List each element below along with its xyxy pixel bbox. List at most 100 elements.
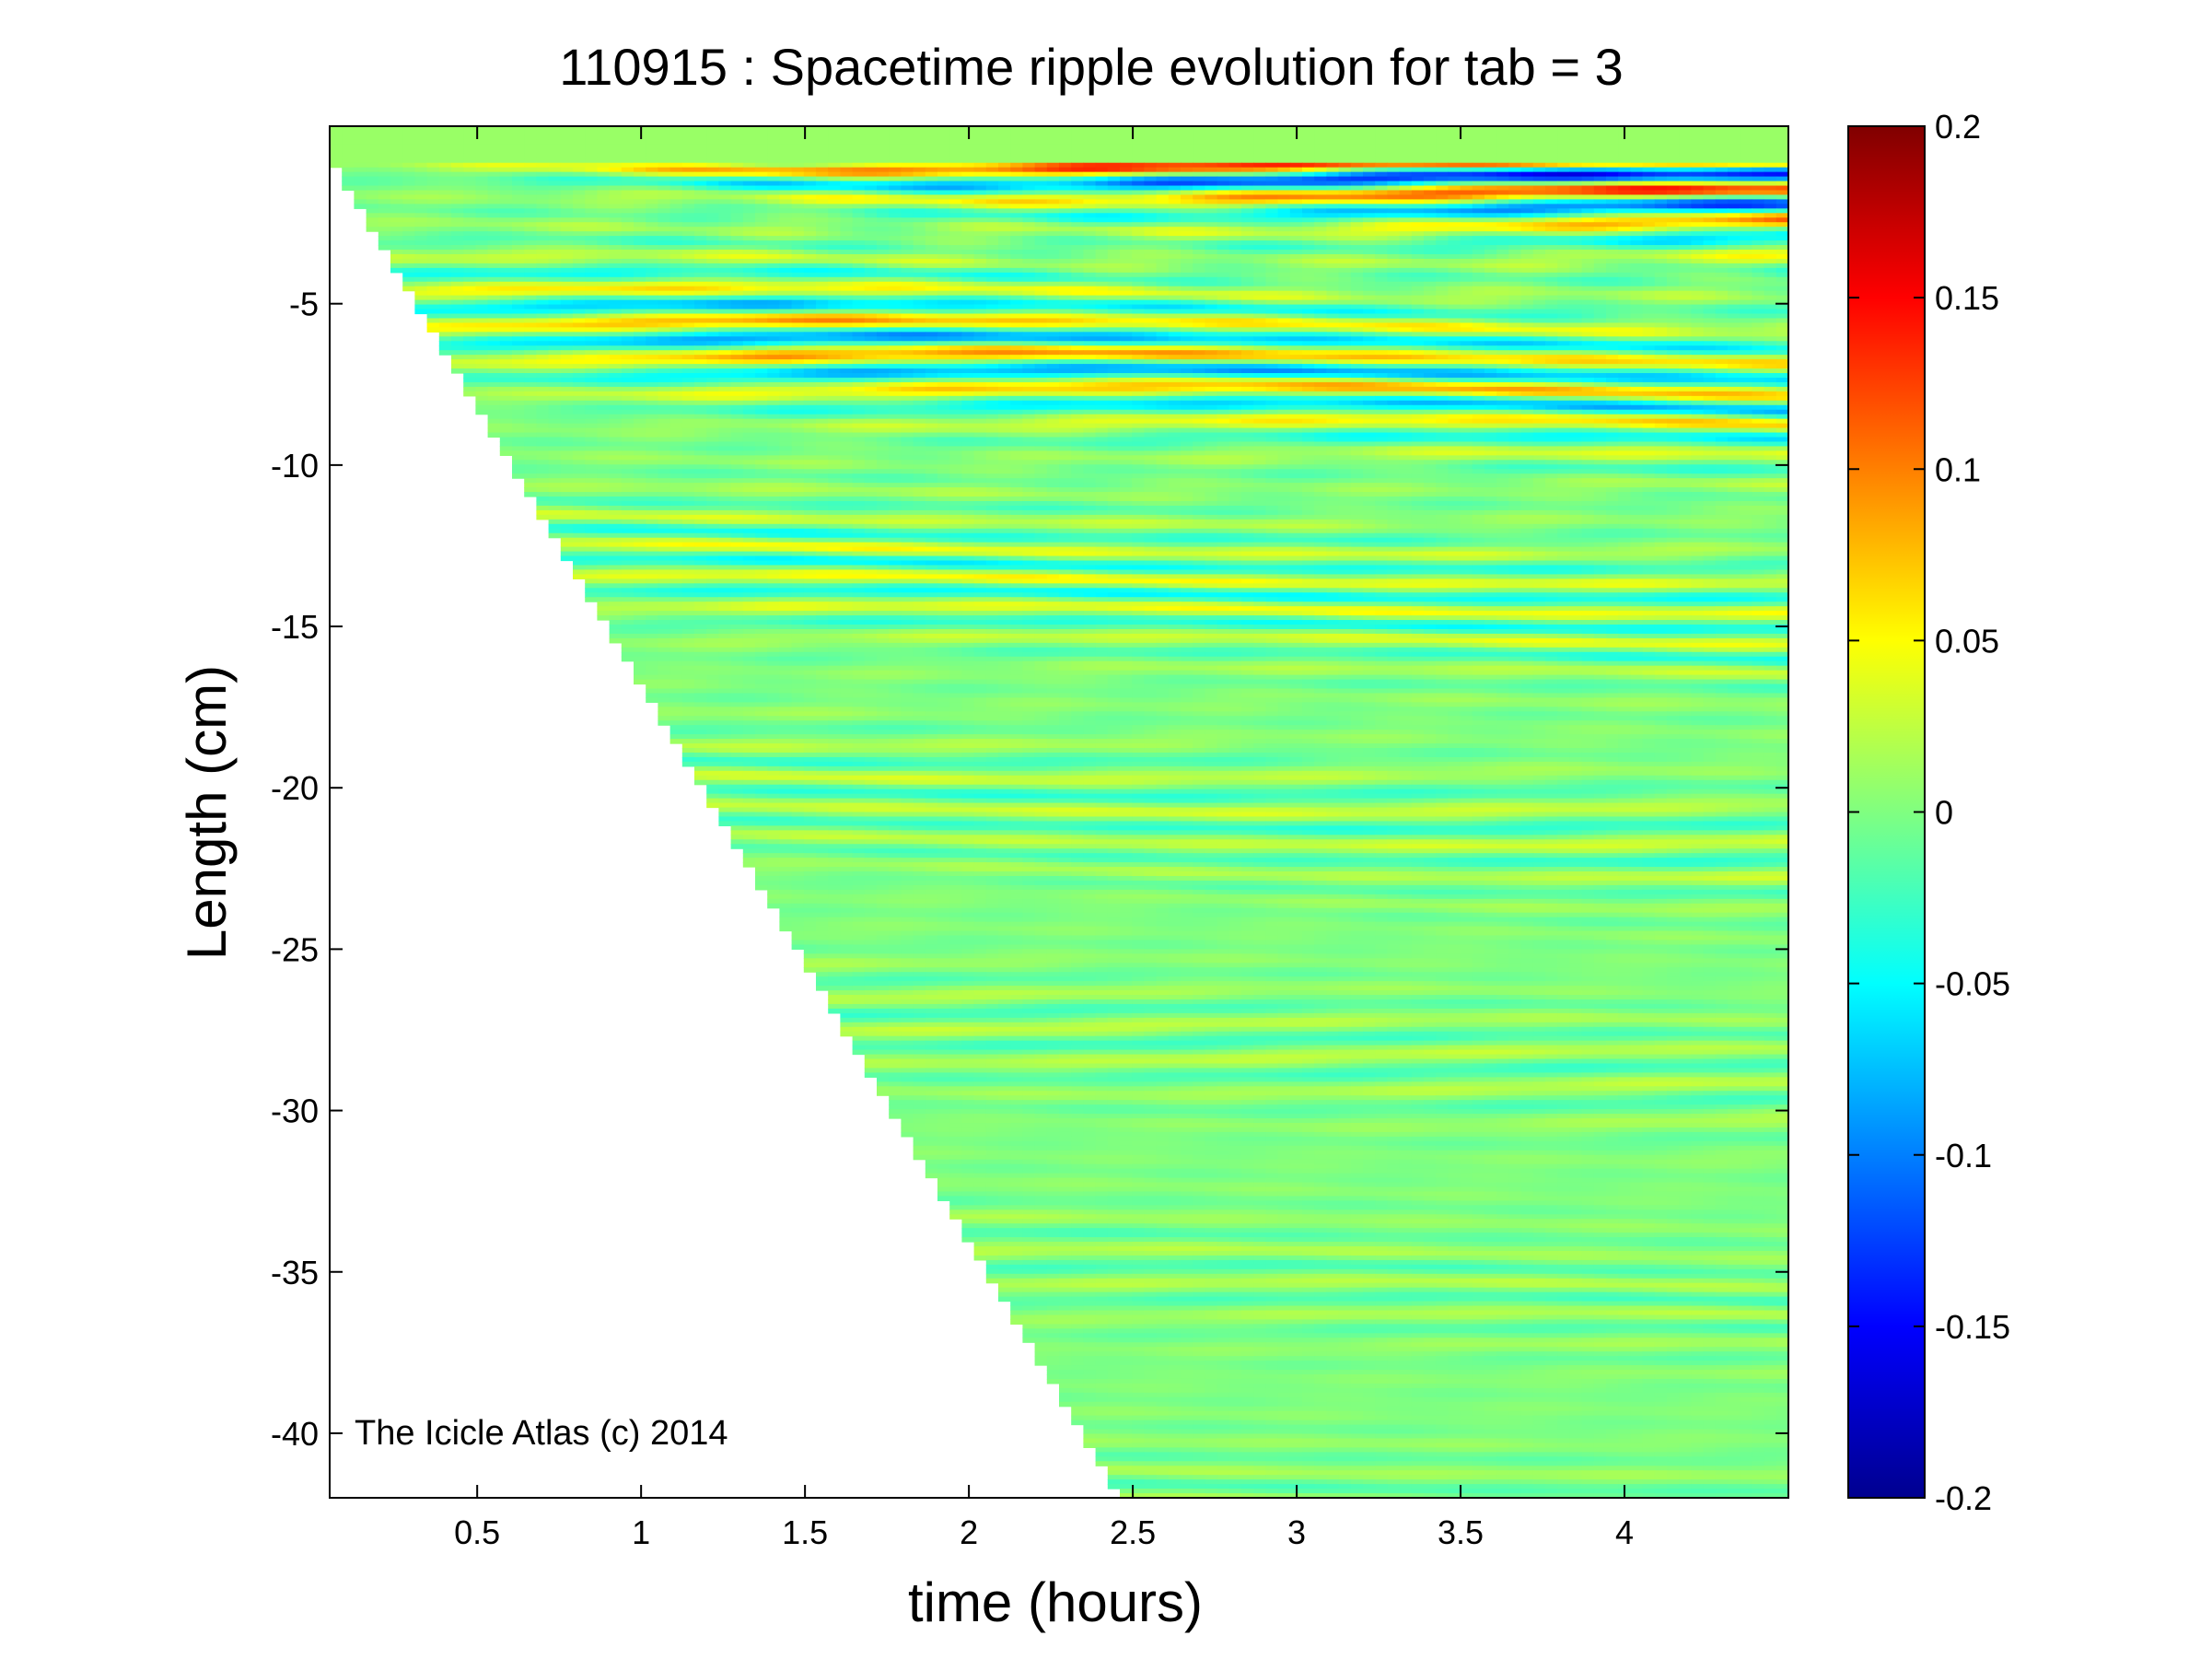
heatmap-cell xyxy=(1181,190,1193,195)
heatmap-cell xyxy=(500,177,513,182)
heatmap-cell xyxy=(1728,186,1740,192)
heatmap-cell xyxy=(1217,140,1230,146)
heatmap-cell xyxy=(743,168,756,173)
heatmap-cell xyxy=(1412,190,1425,195)
heatmap-cell xyxy=(500,163,513,169)
heatmap-cell xyxy=(1643,154,1656,159)
heatmap-cell xyxy=(1533,181,1546,187)
heatmap-cell xyxy=(354,181,367,187)
heatmap-cell xyxy=(914,145,926,150)
heatmap-cell xyxy=(1363,168,1376,173)
heatmap-cell xyxy=(1010,149,1023,155)
heatmap-cell xyxy=(816,163,829,169)
heatmap-cell xyxy=(1728,190,1740,195)
heatmap-cell xyxy=(889,163,902,169)
heatmap-cell xyxy=(1047,194,1060,200)
heatmap-cell xyxy=(1096,154,1109,159)
heatmap-cell xyxy=(402,172,415,178)
heatmap-cell xyxy=(779,149,792,155)
heatmap-cell xyxy=(1229,140,1242,146)
heatmap-cell xyxy=(622,172,634,178)
heatmap-cell xyxy=(937,186,950,192)
heatmap-cell xyxy=(1302,177,1315,182)
heatmap-cell xyxy=(1496,190,1509,195)
heatmap-row xyxy=(330,154,1789,159)
heatmap-cell xyxy=(414,163,427,169)
heatmap-cell xyxy=(1436,194,1449,200)
heatmap-cell xyxy=(1618,140,1631,146)
heatmap-cell xyxy=(1241,181,1254,187)
heatmap-cell xyxy=(610,140,623,146)
heatmap-cell xyxy=(1412,172,1425,178)
heatmap-cell xyxy=(1071,154,1084,159)
heatmap-cell xyxy=(1278,181,1291,187)
heatmap-cell xyxy=(1010,135,1023,141)
heatmap-cell xyxy=(439,181,452,187)
heatmap-cell xyxy=(1217,145,1230,150)
heatmap-cell xyxy=(779,190,792,195)
heatmap-cell xyxy=(853,181,866,187)
heatmap-cell xyxy=(488,181,501,187)
heatmap-cell xyxy=(1691,186,1704,192)
heatmap-cell xyxy=(767,154,780,159)
heatmap-cell xyxy=(718,194,731,200)
heatmap-cell xyxy=(1363,194,1376,200)
heatmap-cell xyxy=(1022,194,1035,200)
heatmap-cell xyxy=(390,154,403,159)
heatmap-cell xyxy=(1217,154,1230,159)
heatmap-cell xyxy=(1412,158,1425,164)
heatmap-cell xyxy=(402,131,415,136)
heatmap-cell xyxy=(914,158,926,164)
heatmap-cell xyxy=(414,186,427,192)
heatmap-cell xyxy=(1314,154,1327,159)
heatmap-cell xyxy=(1412,194,1425,200)
heatmap-cell xyxy=(1630,181,1643,187)
heatmap-cell xyxy=(1582,135,1595,141)
heatmap-cell xyxy=(1436,181,1449,187)
heatmap-cell xyxy=(853,177,866,182)
heatmap-cell xyxy=(1557,135,1570,141)
heatmap-cell xyxy=(1253,135,1266,141)
heatmap-cell xyxy=(549,145,562,150)
heatmap-cell xyxy=(706,177,719,182)
heatmap-cell xyxy=(1704,154,1717,159)
heatmap-cell xyxy=(597,186,610,192)
heatmap-cell xyxy=(926,194,938,200)
heatmap-cell xyxy=(1241,172,1254,178)
heatmap-cell xyxy=(901,168,914,173)
heatmap-cell xyxy=(451,140,464,146)
heatmap-cell xyxy=(1217,172,1230,178)
heatmap-cell xyxy=(1679,186,1692,192)
heatmap-cell xyxy=(475,177,488,182)
heatmap-cell xyxy=(1022,177,1035,182)
heatmap-cell xyxy=(1400,145,1413,150)
heatmap-cell xyxy=(1704,158,1717,164)
heatmap-cell xyxy=(1533,135,1546,141)
heatmap-cell xyxy=(1253,131,1266,136)
heatmap-cell xyxy=(718,158,731,164)
heatmap-cell xyxy=(1461,154,1473,159)
heatmap-cell xyxy=(865,163,878,169)
heatmap-cell xyxy=(1557,158,1570,164)
heatmap-cell xyxy=(1326,194,1339,200)
heatmap-cell xyxy=(1594,168,1607,173)
heatmap-cell xyxy=(1400,181,1413,187)
heatmap-cell xyxy=(1533,172,1546,178)
heatmap-cell xyxy=(549,140,562,146)
heatmap-row xyxy=(342,177,1788,182)
heatmap-cell xyxy=(427,145,440,150)
heatmap-cell xyxy=(1314,140,1327,146)
heatmap-cell xyxy=(610,163,623,169)
heatmap-cell xyxy=(779,186,792,192)
heatmap-cell xyxy=(706,194,719,200)
heatmap-cell xyxy=(694,172,707,178)
heatmap-cell xyxy=(414,131,427,136)
heatmap-cell xyxy=(1728,131,1740,136)
heatmap-cell xyxy=(1655,172,1668,178)
heatmap-cell xyxy=(1229,181,1242,187)
heatmap-cell xyxy=(390,168,403,173)
heatmap-cell xyxy=(427,135,440,141)
heatmap-cell xyxy=(622,186,634,192)
heatmap-cell xyxy=(1169,145,1182,150)
heatmap-cell xyxy=(1278,131,1291,136)
